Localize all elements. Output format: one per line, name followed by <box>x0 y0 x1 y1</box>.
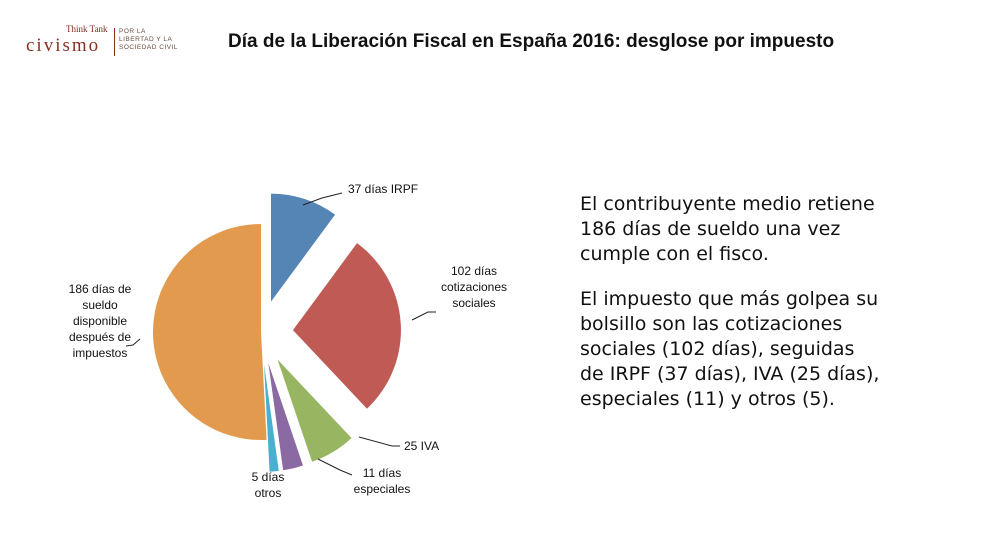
slice-label: 37 días IRPF <box>348 182 418 196</box>
leader-line <box>411 311 436 321</box>
pie-slice <box>264 363 279 472</box>
civismo-logo: Think Tank civismo POR LA LIBERTAD Y LA … <box>22 24 192 64</box>
slice-label: 5 días otros <box>252 470 285 500</box>
leader-line <box>302 192 343 206</box>
summary-text: El contribuyente medio retiene 186 días … <box>580 192 880 432</box>
pie-slice <box>153 224 267 441</box>
pie-slice <box>292 243 401 409</box>
slice-label: 25 IVA <box>404 439 439 453</box>
summary-paragraph-1: El contribuyente medio retiene 186 días … <box>580 193 875 265</box>
page-title: Día de la Liberación Fiscal en España 20… <box>228 31 835 52</box>
slice-label: 11 días especiales <box>354 466 411 496</box>
summary-paragraph-2: El impuesto que más golpea su bolsillo s… <box>580 288 880 410</box>
brand-name: civismo <box>26 35 101 56</box>
slice-label: 186 días de sueldo disponible después de imp… <box>69 282 132 360</box>
logo-divider <box>114 28 115 56</box>
logo-tagline: POR LA LIBERTAD Y LA SOCIEDAD CIVIL <box>119 28 178 52</box>
pie-slice <box>268 363 303 471</box>
leader-line <box>358 436 400 447</box>
tagline-line: POR LA <box>119 28 146 35</box>
leader-line <box>125 338 141 347</box>
tagline-line: LIBERTAD Y LA <box>119 36 173 43</box>
think-tank-label: Think Tank <box>66 24 108 34</box>
tagline-line: SOCIEDAD CIVIL <box>119 44 179 51</box>
pie-slice <box>277 359 352 462</box>
slice-label: 102 días cotizaciones sociales <box>441 264 507 310</box>
pie-slice <box>270 193 336 302</box>
leader-line <box>317 458 353 476</box>
